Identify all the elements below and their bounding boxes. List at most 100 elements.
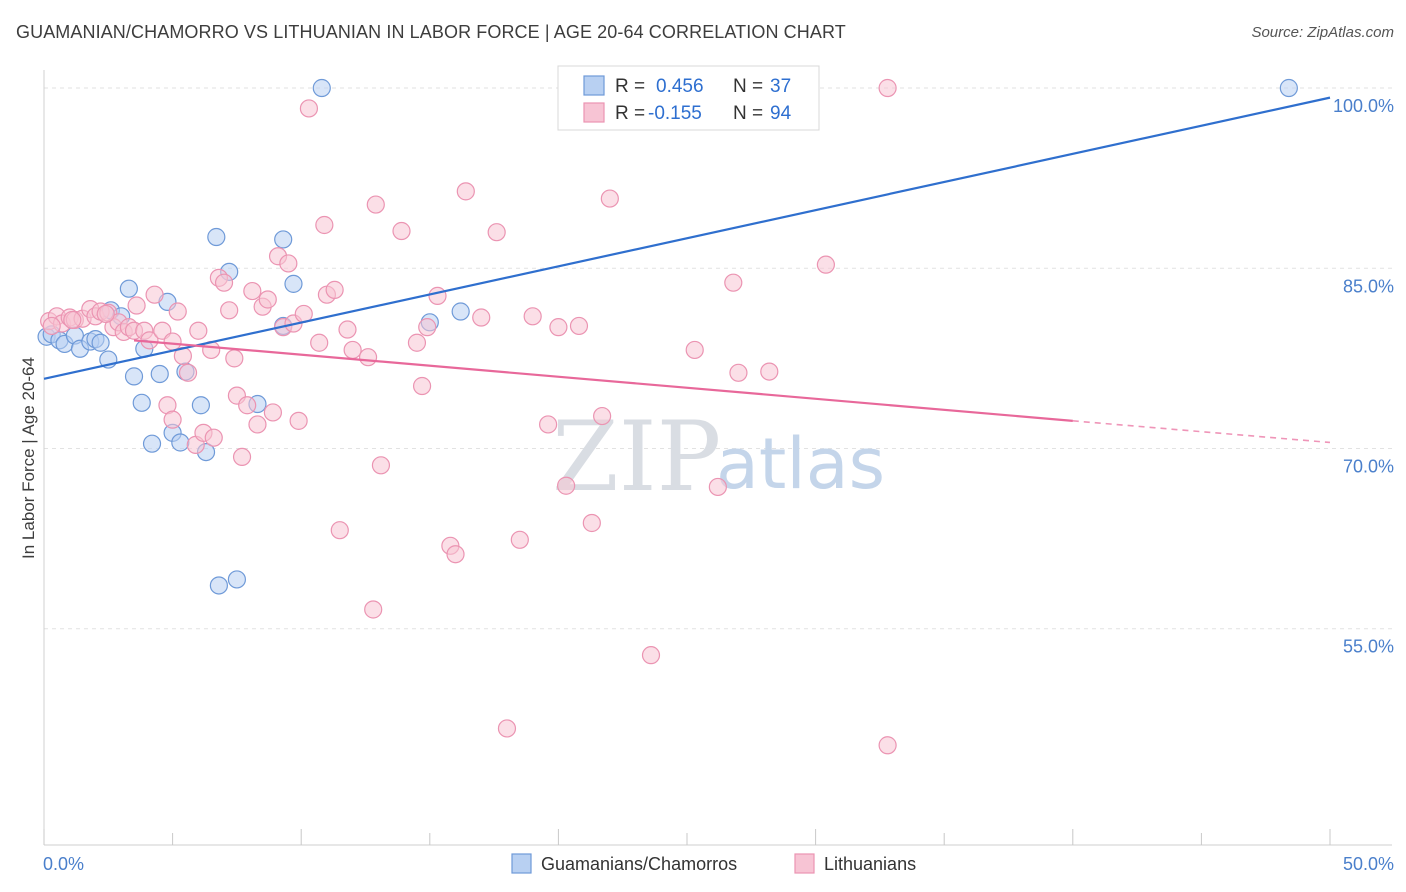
point-pink-87 (816, 255, 835, 274)
point-pink-56 (358, 348, 378, 367)
point-pink-57 (364, 600, 383, 619)
point-pink-37 (243, 281, 262, 301)
point-pink-71 (510, 530, 529, 549)
y-axis-label: In Labor Force | Age 20-64 (19, 357, 38, 559)
trendline-blue (43, 96, 1331, 380)
point-pink-44 (279, 254, 298, 273)
x-tick-min: 0.0% (43, 854, 84, 874)
point-pink-15 (127, 296, 146, 315)
stats-legend: R = 0.456 N = 37 R = -0.155 N = 94 (557, 65, 820, 131)
point-pink-72 (523, 307, 542, 326)
point-pink-82 (685, 340, 704, 360)
point-pink-80 (641, 646, 661, 665)
legend-swatch-pink (583, 102, 605, 123)
point-pink-60 (392, 221, 411, 241)
series-legend: Guamanians/Chamorros Lithuanians (511, 853, 916, 874)
point-pink-83 (708, 477, 727, 497)
point-pink-58 (366, 195, 385, 214)
chart-title: GUAMANIAN/CHAMORRO VS LITHUANIAN IN LABO… (16, 22, 846, 42)
point-pink-61 (407, 333, 427, 352)
point-blue-34 (451, 302, 470, 321)
point-pink-21 (163, 332, 182, 351)
point-pink-52 (325, 280, 344, 299)
point-pink-74 (549, 318, 568, 337)
point-pink-46 (289, 411, 308, 430)
ticks-layer: 55.0% 70.0% 85.0% 100.0% (1333, 96, 1394, 657)
point-pink-49 (310, 333, 329, 352)
point-pink-76 (569, 316, 589, 336)
point-pink-41 (263, 403, 283, 422)
point-pink-67 (456, 182, 475, 201)
point-pink-48 (299, 99, 319, 118)
point-pink-59 (371, 456, 391, 475)
point-blue-25 (209, 576, 228, 595)
point-pink-84 (724, 273, 743, 292)
point-pink-79 (600, 189, 619, 208)
point-pink-77 (582, 513, 601, 533)
watermark: ZIP atlas (552, 401, 885, 513)
point-pink-64 (428, 286, 447, 305)
point-blue-22 (191, 396, 210, 415)
y-tick-label-2: 85.0% (1343, 276, 1394, 296)
legend-r-value-pink: -0.155 (648, 103, 702, 124)
point-pink-32 (220, 301, 239, 320)
legend-n-value-blue: 37 (770, 76, 791, 97)
point-pink-86 (760, 362, 779, 381)
legend-r-label-pink: R = (615, 103, 645, 124)
point-pink-63 (418, 318, 437, 337)
point-pink-18 (145, 285, 164, 304)
point-pink-78 (593, 406, 612, 426)
point-pink-54 (338, 320, 357, 339)
point-pink-29 (204, 428, 223, 447)
point-pink-85 (729, 363, 748, 382)
trend-layer (43, 96, 1331, 444)
point-pink-92 (96, 304, 115, 324)
bottom-legend-swatch-pink (794, 853, 815, 874)
watermark-atlas: atlas (716, 423, 885, 505)
point-pink-22 (168, 302, 187, 321)
point-pink-66 (446, 545, 465, 564)
legend-n-label-blue: N = (733, 76, 763, 97)
point-blue-27 (227, 570, 246, 589)
point-pink-33 (225, 349, 244, 368)
point-blue-8 (91, 333, 110, 352)
point-pink-88 (878, 78, 897, 98)
source-credit: Source: ZipAtlas.com (1251, 24, 1394, 41)
point-pink-93 (163, 410, 182, 429)
point-pink-53 (330, 521, 349, 540)
point-blue-35 (1279, 78, 1298, 98)
point-blue-14 (132, 393, 151, 412)
point-blue-20 (171, 433, 190, 452)
point-pink-55 (343, 340, 362, 360)
point-pink-50 (315, 215, 334, 235)
bottom-legend-swatch-blue (511, 853, 532, 874)
point-pink-40 (258, 290, 277, 309)
watermark-zip: ZIP (552, 401, 721, 513)
point-pink-62 (412, 376, 432, 396)
point-blue-29 (274, 230, 293, 249)
point-blue-24 (207, 227, 226, 247)
point-pink-70 (497, 719, 517, 738)
point-pink-75 (557, 476, 576, 495)
legend-r-label-blue: R = (615, 76, 645, 97)
point-pink-36 (238, 396, 257, 415)
x-tick-max: 50.0% (1343, 854, 1394, 874)
axes-layer (43, 70, 1392, 846)
point-pink-73 (539, 415, 558, 434)
points-layer (37, 78, 1298, 755)
point-pink-38 (248, 415, 267, 434)
point-pink-69 (487, 223, 506, 242)
point-pink-24 (178, 363, 198, 382)
point-pink-91 (63, 310, 82, 330)
point-pink-89 (878, 736, 897, 755)
y-tick-label-3: 100.0% (1333, 96, 1394, 116)
legend-n-value-pink: 94 (770, 103, 792, 124)
y-tick-label-1: 70.0% (1343, 456, 1394, 476)
grid-layer (44, 87, 1392, 630)
point-pink-35 (232, 447, 252, 466)
legend-r-value-blue: 0.456 (656, 76, 704, 97)
point-blue-12 (119, 279, 138, 298)
point-pink-68 (472, 308, 491, 327)
legend-swatch-blue (583, 75, 605, 96)
trendline-pink (133, 339, 1073, 422)
